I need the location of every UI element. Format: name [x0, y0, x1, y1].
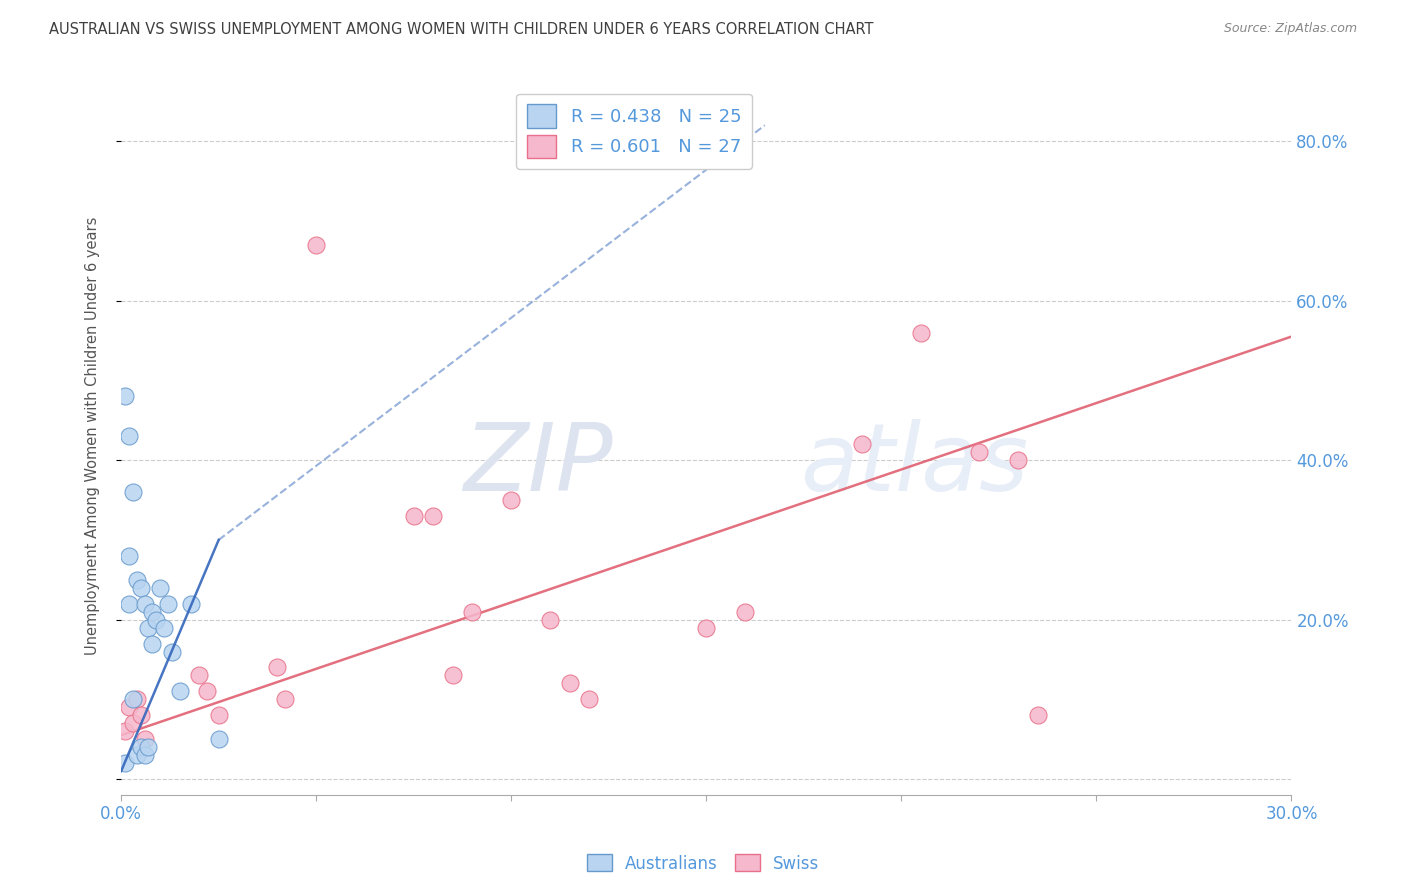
Point	[114, 724, 136, 739]
Point	[208, 708, 231, 723]
Point	[118, 429, 141, 443]
Point	[156, 597, 179, 611]
Text: Source: ZipAtlas.com: Source: ZipAtlas.com	[1223, 22, 1357, 36]
Point	[118, 700, 141, 714]
Point	[910, 326, 932, 340]
Point	[125, 573, 148, 587]
Point	[138, 740, 160, 755]
Point	[266, 660, 288, 674]
Point	[125, 692, 148, 706]
Point	[134, 597, 156, 611]
Point	[461, 605, 484, 619]
Point	[538, 613, 561, 627]
Text: AUSTRALIAN VS SWISS UNEMPLOYMENT AMONG WOMEN WITH CHILDREN UNDER 6 YEARS CORRELA: AUSTRALIAN VS SWISS UNEMPLOYMENT AMONG W…	[49, 22, 873, 37]
Point	[141, 605, 163, 619]
Point	[1007, 453, 1029, 467]
Point	[118, 597, 141, 611]
Point	[1026, 708, 1049, 723]
Point	[422, 508, 444, 523]
Y-axis label: Unemployment Among Women with Children Under 6 years: Unemployment Among Women with Children U…	[86, 217, 100, 656]
Point	[121, 692, 143, 706]
Point	[149, 581, 172, 595]
Point	[129, 740, 152, 755]
Text: ZIP: ZIP	[463, 419, 613, 510]
Point	[578, 692, 600, 706]
Point	[129, 581, 152, 595]
Point	[969, 445, 991, 459]
Point	[121, 716, 143, 731]
Point	[441, 668, 464, 682]
Text: atlas: atlas	[800, 419, 1028, 510]
Point	[134, 732, 156, 747]
Point	[160, 644, 183, 658]
Point	[208, 732, 231, 747]
Point	[734, 605, 756, 619]
Point	[501, 493, 523, 508]
Legend: R = 0.438   N = 25, R = 0.601   N = 27: R = 0.438 N = 25, R = 0.601 N = 27	[516, 94, 752, 169]
Point	[134, 748, 156, 763]
Point	[118, 549, 141, 563]
Point	[305, 238, 328, 252]
Point	[274, 692, 297, 706]
Point	[195, 684, 218, 698]
Point	[114, 389, 136, 403]
Point	[138, 621, 160, 635]
Point	[145, 613, 167, 627]
Point	[402, 508, 425, 523]
Point	[125, 748, 148, 763]
Point	[141, 636, 163, 650]
Legend: Australians, Swiss: Australians, Swiss	[581, 847, 825, 880]
Point	[153, 621, 176, 635]
Point	[695, 621, 717, 635]
Point	[114, 756, 136, 771]
Point	[169, 684, 191, 698]
Point	[129, 708, 152, 723]
Point	[188, 668, 211, 682]
Point	[121, 485, 143, 500]
Point	[851, 437, 873, 451]
Point	[180, 597, 202, 611]
Point	[558, 676, 581, 690]
